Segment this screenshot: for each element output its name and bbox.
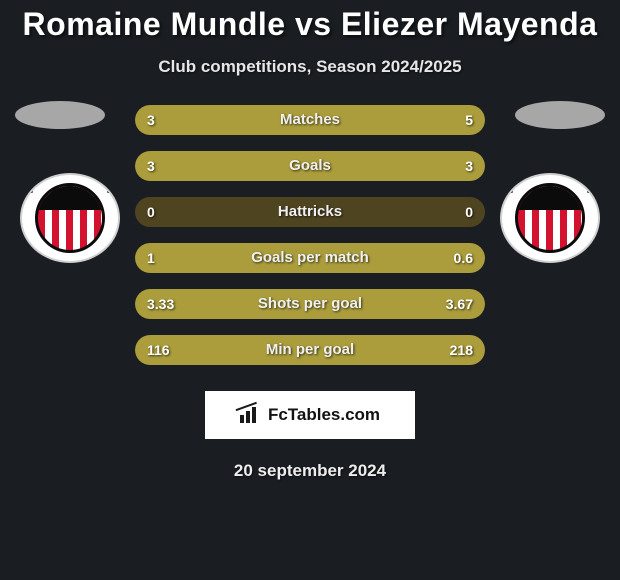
brand-chart-icon	[240, 407, 262, 423]
player-right-avatar	[515, 101, 605, 129]
date-text: 20 september 2024	[0, 461, 620, 481]
stat-bar: Goals per match1 0.6	[135, 243, 485, 273]
stat-bars: Matches35Goals33Hattricks00Goals per mat…	[135, 105, 485, 365]
bar-value-right: 3.67	[446, 289, 473, 319]
brand-text: FcTables.com	[268, 405, 380, 425]
stat-bar: Hattricks0 0	[135, 197, 485, 227]
stat-bar: Matches3 5	[135, 105, 485, 135]
bar-value-left: 3	[147, 151, 155, 181]
stat-bar: Min per goal116 218	[135, 335, 485, 365]
stat-bar: Goals3 3	[135, 151, 485, 181]
stat-bar: Shots per goal3.33 3.67	[135, 289, 485, 319]
bar-label: Goals per match	[135, 243, 485, 273]
bar-value-right: 0.6	[454, 243, 473, 273]
bar-value-right: 3	[465, 151, 473, 181]
bar-label: Min per goal	[135, 335, 485, 365]
bar-label: Shots per goal	[135, 289, 485, 319]
club-badge-left	[20, 173, 120, 263]
bar-value-right: 0	[465, 197, 473, 227]
page-title: Romaine Mundle vs Eliezer Mayenda	[0, 0, 620, 43]
player-left-avatar	[15, 101, 105, 129]
bar-label: Goals	[135, 151, 485, 181]
bar-value-left: 3.33	[147, 289, 174, 319]
subtitle: Club competitions, Season 2024/2025	[0, 57, 620, 77]
bar-value-left: 0	[147, 197, 155, 227]
brand-box: FcTables.com	[205, 391, 415, 439]
bar-value-right: 218	[450, 335, 473, 365]
bar-label: Hattricks	[135, 197, 485, 227]
club-badge-right	[500, 173, 600, 263]
bar-label: Matches	[135, 105, 485, 135]
comparison-chart: Matches35Goals33Hattricks00Goals per mat…	[0, 105, 620, 365]
bar-value-left: 1	[147, 243, 155, 273]
bar-value-left: 3	[147, 105, 155, 135]
bar-value-left: 116	[147, 335, 170, 365]
bar-value-right: 5	[465, 105, 473, 135]
